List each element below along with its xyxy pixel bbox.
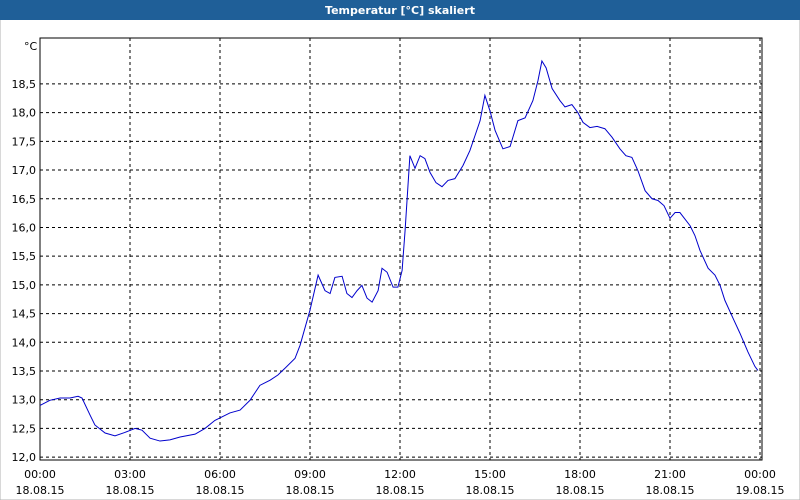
y-tick-label: 18,5 [12, 78, 37, 91]
data-line [39, 59, 759, 442]
y-tick-label: 13,5 [12, 365, 37, 378]
y-tick-label: 15,0 [12, 279, 37, 292]
x-tick-label: 00:00 19.08.15 [736, 468, 785, 497]
y-tick-label: 12,5 [12, 422, 37, 435]
x-tick-label: 00:00 18.08.15 [16, 468, 65, 497]
title-bar [0, 0, 800, 20]
x-tick-label: 15:00 18.08.15 [466, 468, 515, 497]
y-tick-label: 15,5 [12, 250, 37, 263]
y-tick-label: 17,0 [12, 164, 37, 177]
y-tick-label: 14,5 [12, 308, 37, 321]
plot-area [39, 37, 763, 461]
y-tick-label: 18,0 [12, 107, 37, 120]
x-tick-label: 12:00 18.08.15 [376, 468, 425, 497]
x-tick-label: 09:00 18.08.15 [286, 468, 335, 497]
y-tick-label: 17,5 [12, 135, 37, 148]
chart-title: Temperatur [°C] skaliert [325, 4, 475, 17]
y-tick-label: 12,0 [12, 451, 37, 464]
y-tick-label: 13,0 [12, 394, 37, 407]
x-tick-label: 03:00 18.08.15 [106, 468, 155, 497]
y-tick-label: 16,0 [12, 221, 37, 234]
x-tick-label: 06:00 18.08.15 [196, 468, 245, 497]
y-tick-label: 16,5 [12, 193, 37, 206]
y-axis-label: °C [24, 40, 38, 53]
x-tick-label: 18:00 18.08.15 [556, 468, 605, 497]
x-tick-label: 21:00 18.08.15 [646, 468, 695, 497]
y-tick-label: 14,0 [12, 336, 37, 349]
